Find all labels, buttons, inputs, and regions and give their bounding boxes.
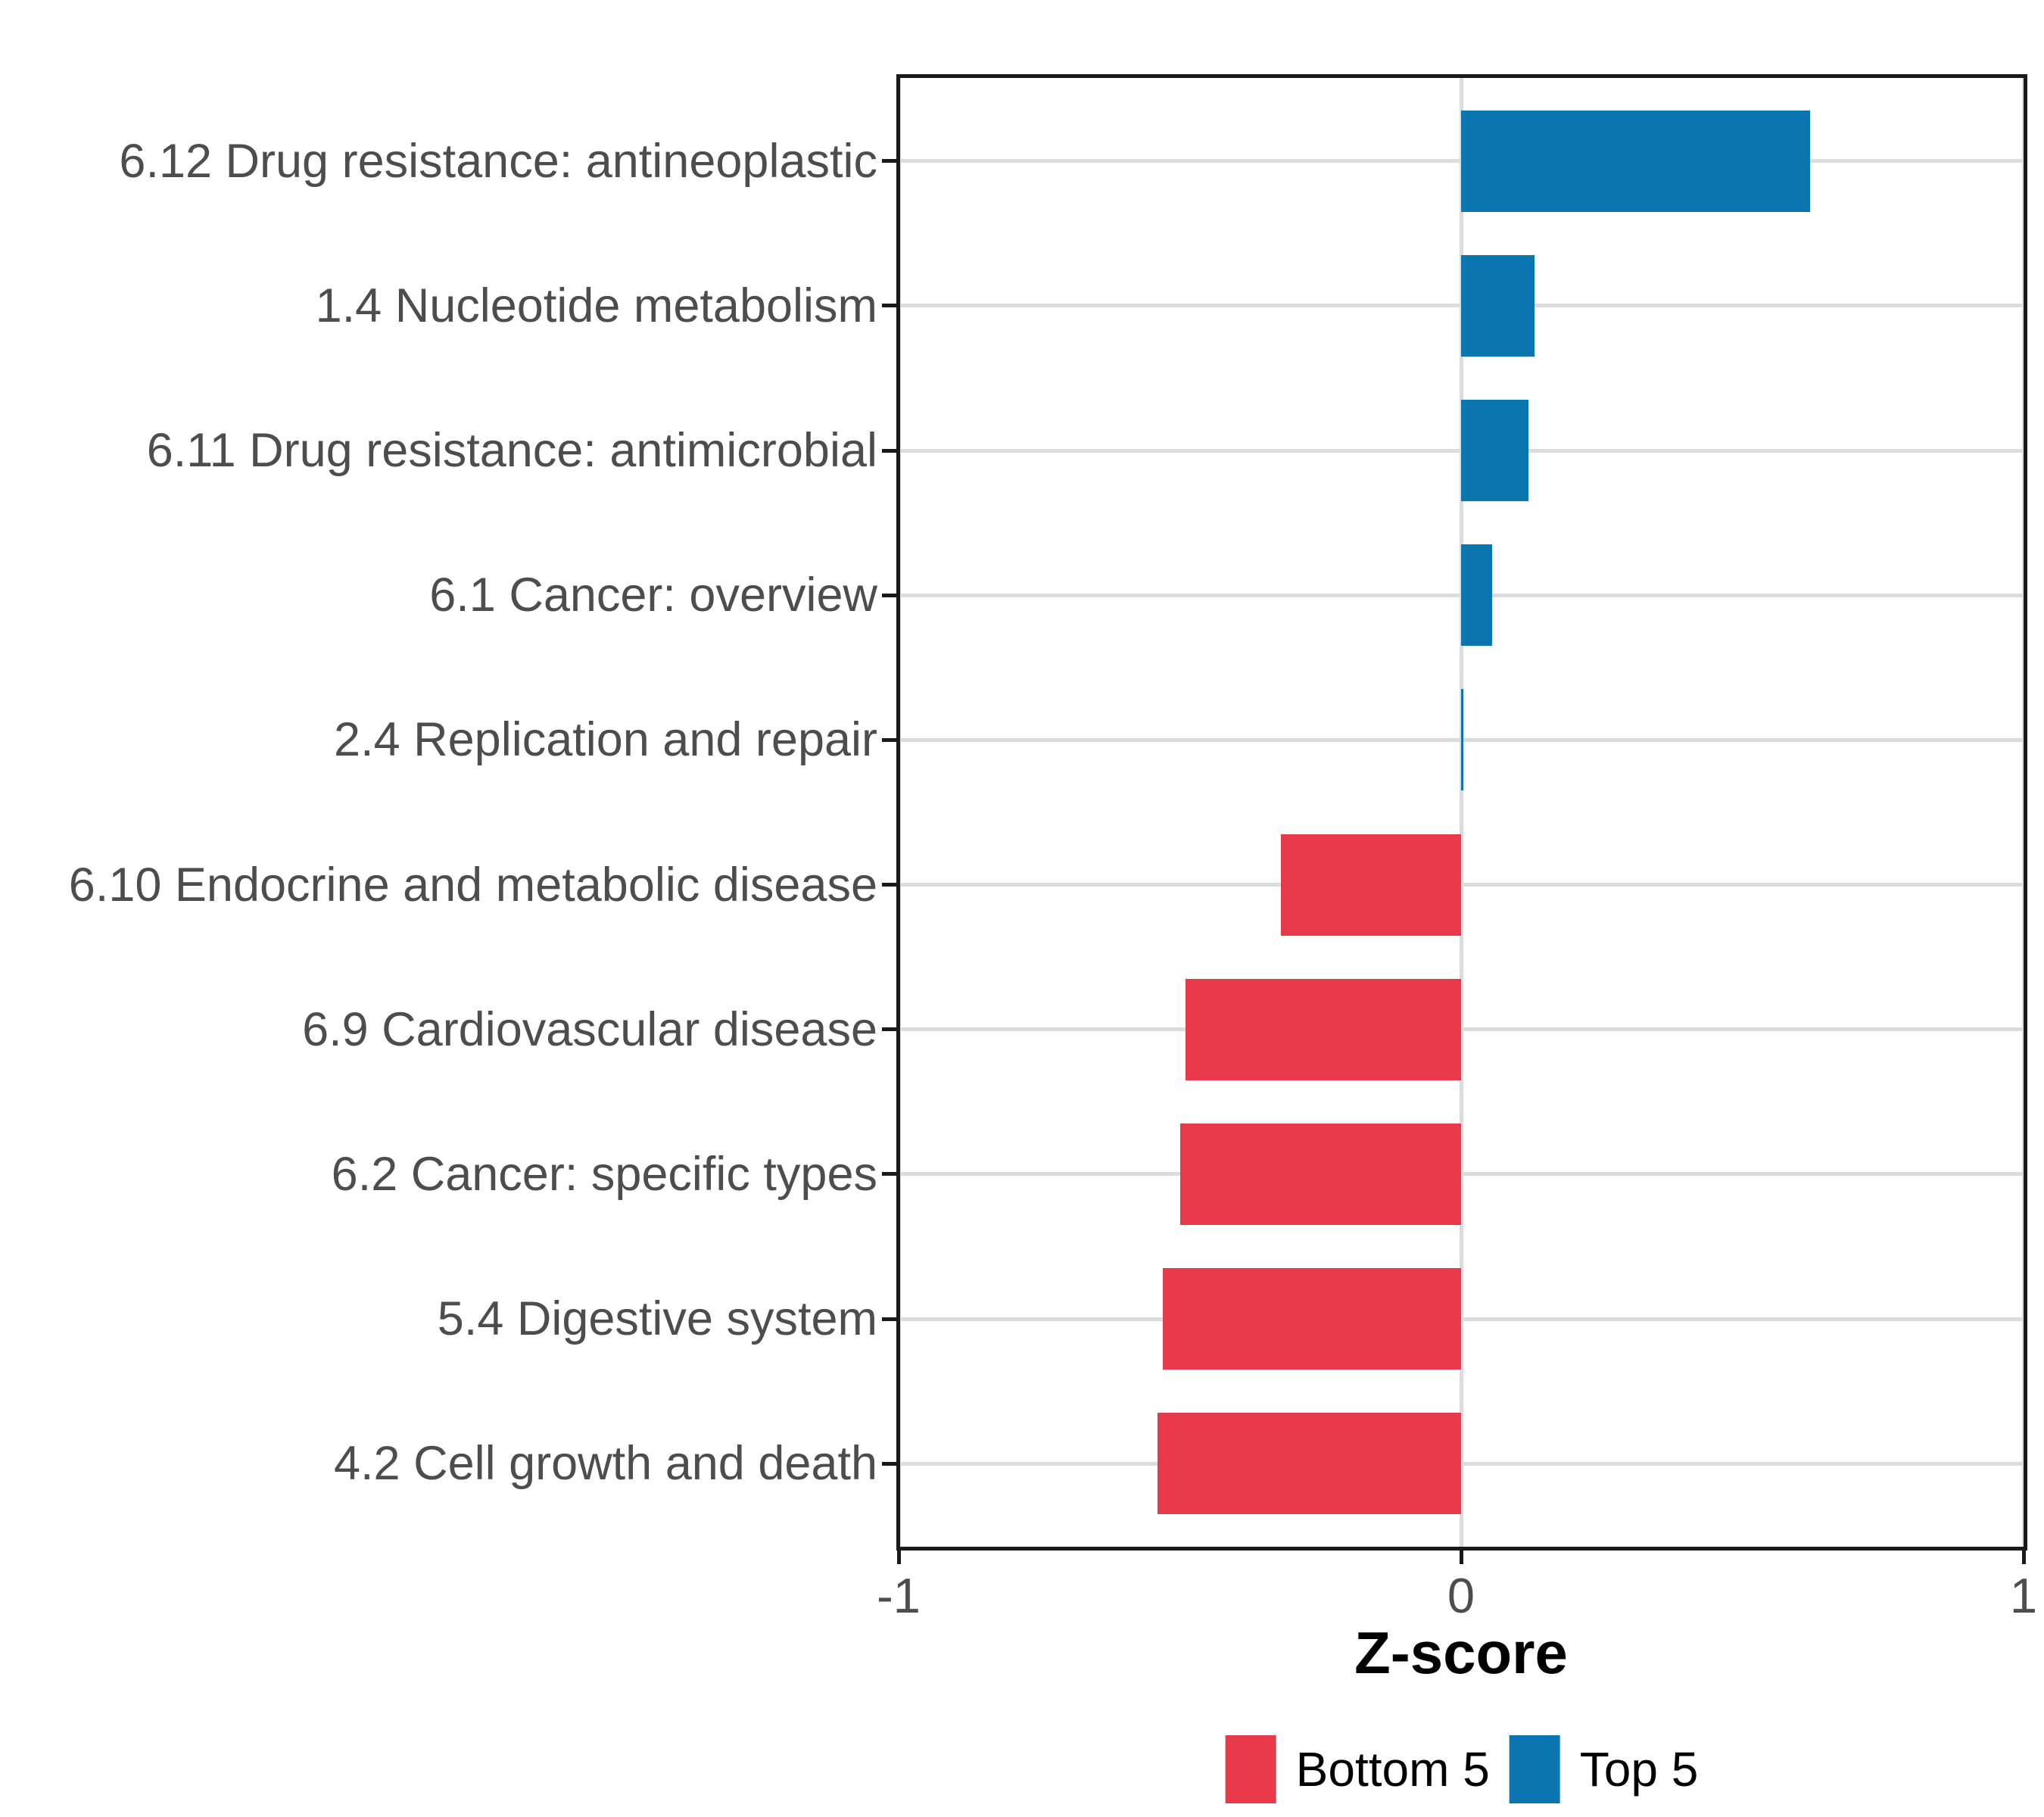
gridline-horizontal bbox=[896, 1172, 2027, 1177]
gridline-vertical bbox=[896, 74, 901, 1551]
y-axis-label: 6.10 Endocrine and metabolic disease bbox=[68, 858, 877, 912]
gridline-horizontal bbox=[896, 1461, 2027, 1466]
y-axis-label: 6.12 Drug resistance: antineoplastic bbox=[119, 134, 877, 188]
y-axis-tick bbox=[882, 304, 896, 308]
y-axis-tick bbox=[882, 1461, 896, 1466]
bar-top5 bbox=[1461, 400, 1529, 502]
bar-bottom5 bbox=[1281, 834, 1461, 936]
y-axis-label: 6.1 Cancer: overview bbox=[429, 569, 877, 622]
y-axis-tick bbox=[882, 448, 896, 453]
gridline-vertical bbox=[2021, 74, 2026, 1551]
x-axis-tick-label: -1 bbox=[877, 1568, 921, 1623]
bar-top5 bbox=[1461, 110, 1810, 212]
bar-bottom5 bbox=[1163, 1268, 1461, 1370]
y-axis-label: 6.9 Cardiovascular disease bbox=[302, 1002, 877, 1056]
y-axis-label: 5.4 Digestive system bbox=[437, 1292, 877, 1346]
x-axis-tick-label: 1 bbox=[2009, 1568, 2038, 1623]
bar-top5 bbox=[1461, 544, 1492, 647]
y-axis-label: 2.4 Replication and repair bbox=[334, 713, 877, 767]
bar-bottom5 bbox=[1185, 978, 1461, 1080]
bar-top5 bbox=[1461, 689, 1463, 791]
x-axis-tick-label: 0 bbox=[1447, 1568, 1475, 1623]
legend-swatch-icon bbox=[1225, 1735, 1276, 1803]
y-axis-label: 6.11 Drug resistance: antimicrobial bbox=[146, 424, 877, 478]
y-axis-tick bbox=[882, 883, 896, 887]
legend-item: Top 5 bbox=[1509, 1735, 1699, 1803]
legend-label: Top 5 bbox=[1579, 1742, 1699, 1797]
legend-swatch-icon bbox=[1509, 1735, 1560, 1803]
y-axis-tick bbox=[882, 737, 896, 742]
gridline-horizontal bbox=[896, 883, 2027, 887]
plot-panel bbox=[896, 74, 2027, 1551]
legend-label: Bottom 5 bbox=[1295, 1742, 1490, 1797]
y-axis-label: 4.2 Cell growth and death bbox=[334, 1437, 877, 1491]
y-axis-tick bbox=[882, 1027, 896, 1032]
x-axis-title: Z-score bbox=[1354, 1619, 1568, 1686]
y-axis-label: 6.2 Cancer: specific types bbox=[331, 1147, 877, 1201]
y-axis-tick bbox=[882, 1317, 896, 1321]
gridline-vertical bbox=[1459, 74, 1463, 1551]
x-axis-tick bbox=[2021, 1551, 2026, 1564]
legend: Bottom 5 Top 5 bbox=[1225, 1735, 1699, 1803]
x-axis-tick bbox=[896, 1551, 901, 1564]
x-axis-tick bbox=[1459, 1551, 1463, 1564]
y-axis-label: 1.4 Nucleotide metabolism bbox=[315, 279, 877, 332]
y-axis-tick bbox=[882, 1172, 896, 1177]
gridline-horizontal bbox=[896, 1027, 2027, 1032]
legend-item: Bottom 5 bbox=[1225, 1735, 1490, 1803]
gridline-horizontal bbox=[896, 1317, 2027, 1321]
bar-bottom5 bbox=[1157, 1413, 1461, 1515]
y-axis-tick bbox=[882, 593, 896, 597]
bar-bottom5 bbox=[1179, 1123, 1461, 1225]
y-axis-tick bbox=[882, 159, 896, 164]
bar-top5 bbox=[1461, 254, 1535, 357]
